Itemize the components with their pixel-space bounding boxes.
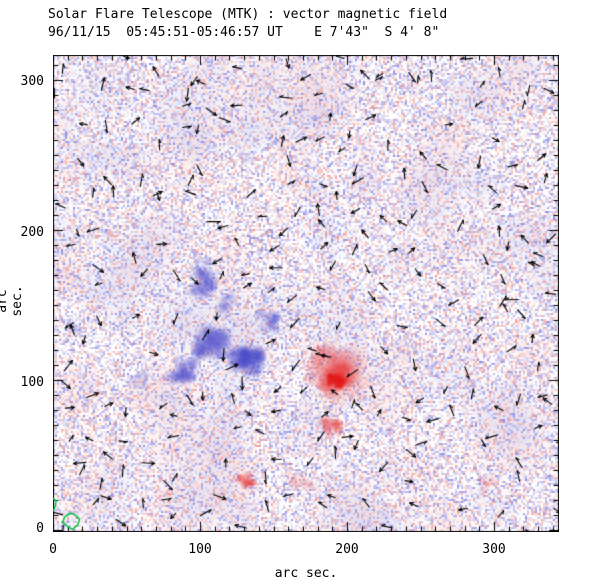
y-tick-label-300: 300 [20,74,44,89]
plot-area [53,55,559,532]
y-tick-label-200: 200 [20,225,44,240]
x-tick-label-100: 100 [188,542,212,557]
y-tick-label-0: 0 [36,521,44,536]
magnetogram-canvas [53,55,559,532]
x-axis-title: arc sec. [274,566,338,581]
plot-title: Solar Flare Telescope (MTK) : vector mag… [48,7,448,22]
plot-subtitle: 96/11/15 05:45:51-05:46:57 UT E 7'43" S … [48,25,440,40]
x-tick-label-200: 200 [335,542,359,557]
x-tick-label-0: 0 [49,542,57,557]
y-tick-label-100: 100 [20,375,44,390]
y-axis-title: arc sec. [0,285,25,317]
x-tick-label-300: 300 [482,542,506,557]
